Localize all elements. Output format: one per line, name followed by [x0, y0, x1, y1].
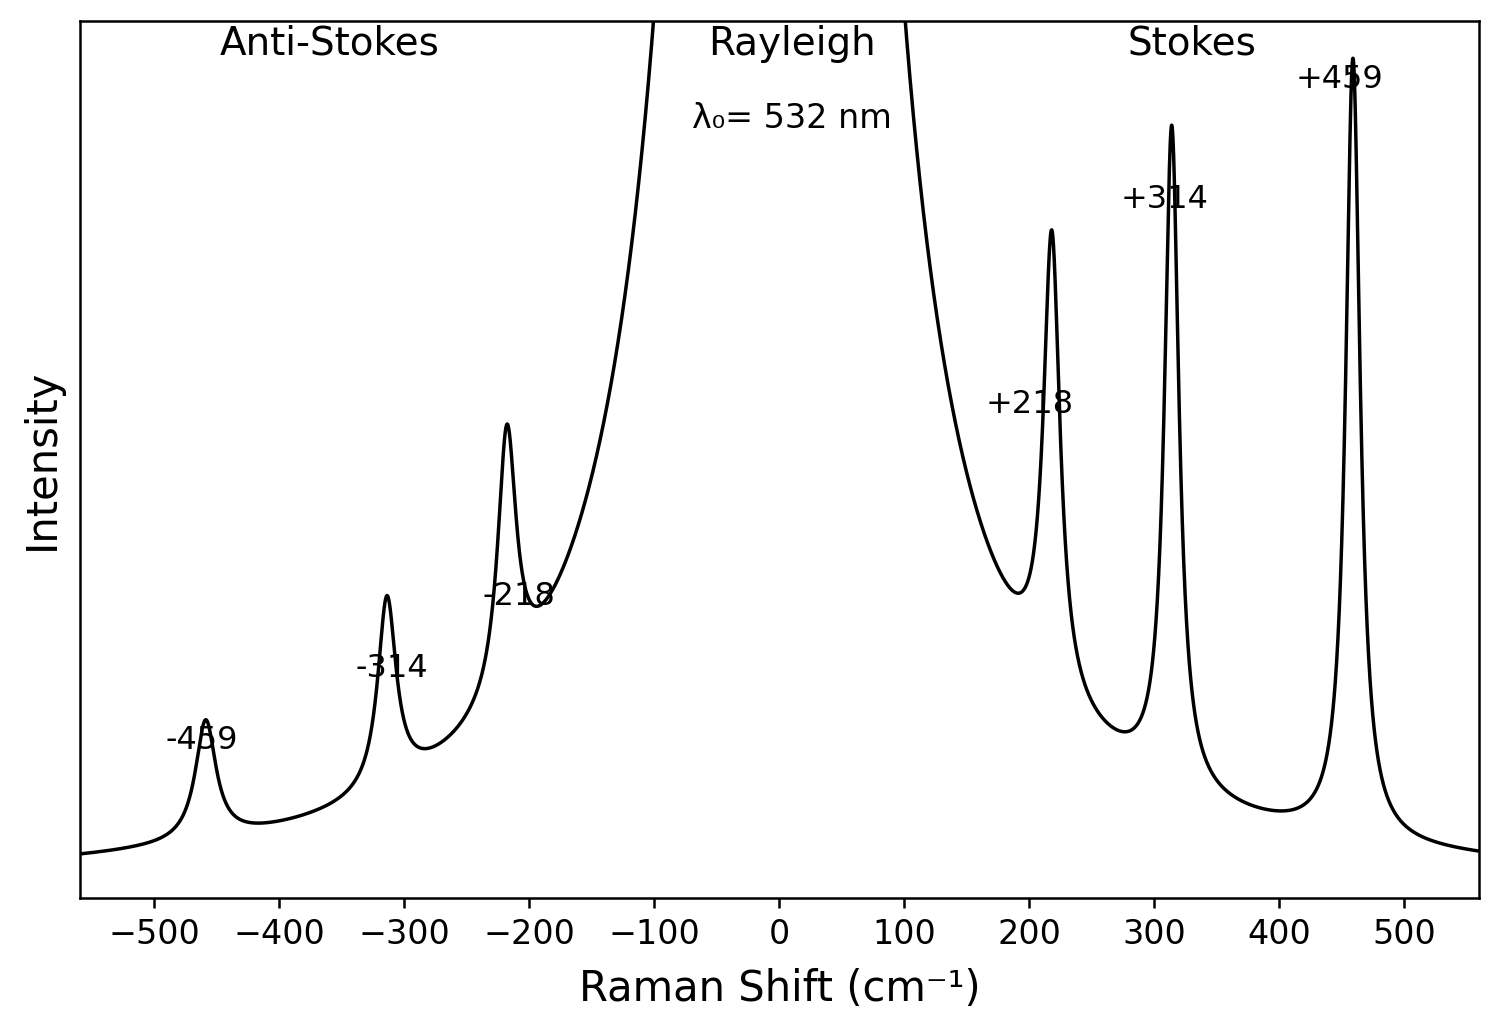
Text: -314: -314 [356, 653, 428, 684]
Text: +218: +218 [986, 389, 1074, 420]
Text: -218: -218 [483, 580, 556, 611]
Text: +459: +459 [1296, 64, 1383, 95]
Text: λ₀= 532 nm: λ₀= 532 nm [692, 102, 892, 135]
Y-axis label: Intensity: Intensity [21, 368, 63, 550]
Text: +314: +314 [1120, 185, 1208, 215]
Text: -459: -459 [165, 725, 238, 756]
Text: Anti-Stokes: Anti-Stokes [219, 25, 440, 63]
Text: Rayleigh: Rayleigh [708, 25, 876, 63]
X-axis label: Raman Shift (cm⁻¹): Raman Shift (cm⁻¹) [579, 968, 980, 1010]
Text: Stokes: Stokes [1128, 25, 1256, 63]
